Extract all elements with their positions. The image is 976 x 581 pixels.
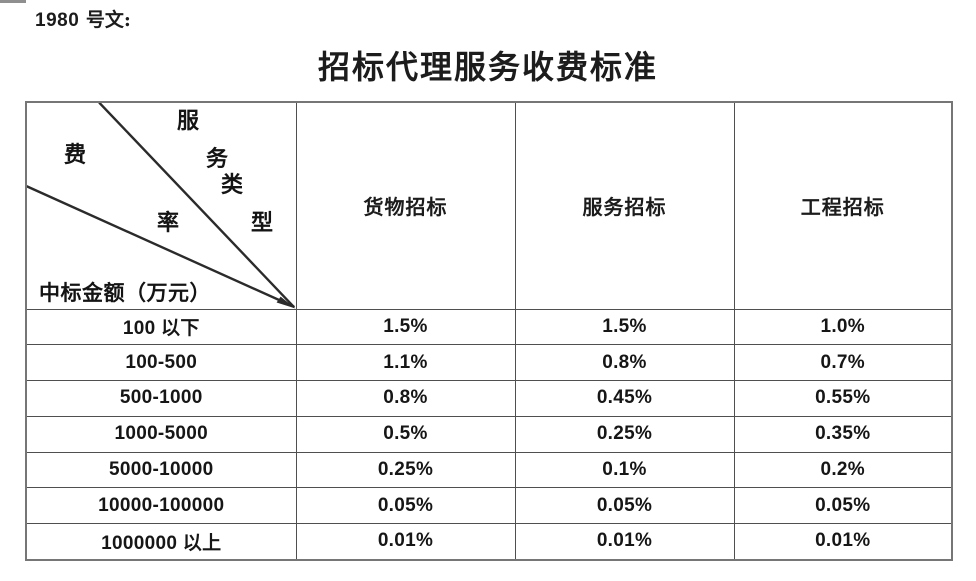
amount-cell: 1000000 以上: [25, 523, 297, 561]
table-row: 1000-5000 0.5% 0.25% 0.35%: [25, 415, 953, 453]
corner-label-rate-char-1: 费: [64, 142, 87, 168]
rate-cell: 0.5%: [295, 415, 516, 453]
amount-cell: 10000-100000: [25, 487, 297, 525]
corner-label-rate-char-2: 率: [157, 210, 180, 236]
diagonal-corner-cell: 服 务 类 型 费 率 中标金额（万元）: [25, 101, 297, 310]
table-row: 1000000 以上 0.01% 0.01% 0.01%: [25, 523, 953, 561]
column-header-services: 服务招标: [514, 101, 735, 310]
fee-standard-table: 服 务 类 型 费 率 中标金额（万元） 货物招标 服务招标 工程招标 100 …: [25, 101, 953, 561]
rate-cell: 0.25%: [295, 451, 516, 489]
table-row: 100 以下 1.5% 1.5% 1.0%: [25, 308, 953, 346]
corner-label-amount: 中标金额（万元）: [39, 280, 211, 305]
table-row: 5000-10000 0.25% 0.1% 0.2%: [25, 451, 953, 489]
diagonal-lines: [27, 103, 295, 308]
rate-cell: 0.45%: [514, 380, 735, 417]
rate-cell: 0.2%: [733, 451, 953, 489]
rate-cell: 0.35%: [733, 415, 953, 453]
rate-cell: 0.8%: [295, 380, 516, 417]
page-title: 招标代理服务收费标准: [317, 48, 658, 86]
rate-cell: 0.05%: [514, 487, 735, 525]
table-header-row: 服 务 类 型 费 率 中标金额（万元） 货物招标 服务招标 工程招标: [25, 101, 953, 310]
amount-cell: 5000-10000: [25, 451, 297, 489]
rate-cell: 1.1%: [295, 344, 516, 382]
rate-cell: 1.5%: [295, 308, 516, 346]
table-row: 10000-100000 0.05% 0.05% 0.05%: [25, 487, 953, 525]
column-header-goods: 货物招标: [295, 101, 516, 310]
rate-cell: 0.01%: [733, 523, 953, 561]
corner-label-type-char-4: 型: [251, 210, 274, 236]
rate-cell: 1.5%: [514, 308, 735, 346]
rate-cell: 0.01%: [514, 523, 735, 561]
amount-cell: 500-1000: [25, 380, 297, 417]
rate-cell: 0.05%: [733, 487, 953, 525]
rate-cell: 0.01%: [295, 523, 516, 561]
diagonal-arrow-tip: [276, 296, 295, 308]
doc-reference-number: 1980: [35, 10, 80, 31]
column-header-engineering: 工程招标: [733, 101, 953, 310]
rate-cell: 0.55%: [733, 380, 953, 417]
amount-cell: 1000-5000: [25, 415, 297, 453]
rate-cell: 1.0%: [733, 308, 953, 346]
corner-label-type-char-2: 务: [206, 146, 229, 172]
rate-cell: 0.8%: [514, 344, 735, 382]
diagonal-corner-inner: 服 务 类 型 费 率 中标金额（万元）: [27, 103, 295, 308]
rate-cell: 0.1%: [514, 451, 735, 489]
doc-reference: 1980 号文:: [35, 5, 131, 32]
amount-cell: 100 以下: [25, 308, 297, 346]
rate-cell: 0.7%: [733, 344, 953, 382]
scan-edge-artifact: [0, 0, 26, 3]
corner-label-type-char-1: 服: [177, 108, 200, 134]
rate-cell: 0.05%: [295, 487, 516, 525]
table-row: 500-1000 0.8% 0.45% 0.55%: [25, 380, 953, 417]
rate-cell: 0.25%: [514, 415, 735, 453]
doc-reference-label: 号文:: [85, 9, 131, 31]
table-row: 100-500 1.1% 0.8% 0.7%: [25, 344, 953, 382]
amount-cell: 100-500: [25, 344, 297, 382]
corner-label-type-char-3: 类: [221, 172, 244, 198]
